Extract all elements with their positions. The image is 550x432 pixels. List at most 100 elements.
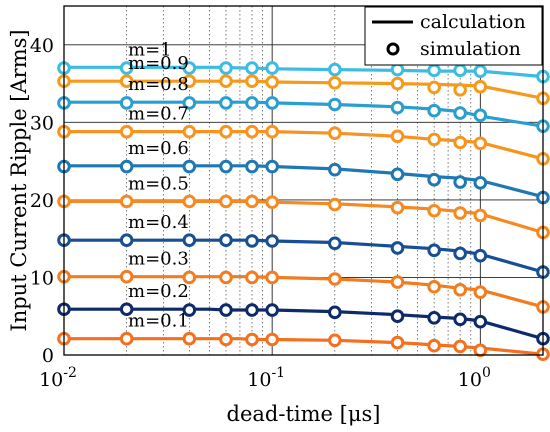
simulation-marker: [245, 270, 259, 285]
simulation-marker: [265, 124, 279, 139]
simulation-marker: [265, 234, 279, 248]
simulation-marker: [182, 331, 197, 346]
simulation-marker: [453, 283, 467, 297]
simulation-marker: [427, 80, 441, 95]
series: m=0.6: [57, 138, 550, 205]
series-label: m=0.6: [128, 138, 189, 159]
x-tick-label: 10-2: [39, 365, 77, 391]
simulation-marker: [182, 74, 197, 89]
simulation-marker: [182, 96, 197, 110]
simulation-marker: [390, 309, 405, 324]
legend-label: simulation: [420, 38, 521, 60]
simulation-marker: [328, 126, 342, 140]
simulation-marker: [427, 243, 441, 258]
simulation-marker: [390, 335, 405, 350]
simulation-marker: [119, 124, 134, 139]
y-axis-label: Input Current Ripple [Arms]: [7, 29, 31, 331]
simulation-marker: [328, 75, 342, 90]
simulation-marker: [265, 332, 279, 347]
simulation-marker: [245, 61, 259, 75]
simulation-marker: [427, 338, 441, 353]
simulation-marker: [427, 203, 441, 218]
series: m=0.7: [57, 104, 550, 166]
simulation-marker: [265, 195, 279, 210]
simulation-marker: [453, 206, 467, 220]
simulation-marker: [453, 339, 467, 354]
simulation-marker: [119, 96, 134, 110]
legend-marker-swatch: [386, 42, 400, 56]
y-tick-label: 40: [30, 35, 54, 57]
series-label: m=0.2: [128, 281, 189, 302]
simulation-marker: [265, 75, 279, 89]
simulation-marker: [453, 312, 467, 327]
x-tick-label: 100: [458, 365, 491, 391]
simulation-marker: [390, 241, 405, 255]
simulation-marker: [219, 194, 233, 209]
plot-frame: [63, 5, 544, 356]
series-label: m=0.4: [128, 212, 189, 233]
simulation-marker: [265, 303, 279, 317]
simulation-marker: [328, 62, 342, 77]
series-label: m=1: [128, 39, 172, 60]
simulation-marker: [245, 194, 259, 209]
simulation-marker: [219, 159, 233, 174]
simulation-marker: [119, 194, 134, 209]
simulation-marker: [328, 97, 342, 112]
ticks: 0 10 20 30 40 10-2 10-1 100: [30, 35, 491, 391]
legend-box: [364, 6, 543, 66]
simulation-marker: [473, 136, 488, 151]
simulation-marker: [245, 96, 259, 110]
simulation-marker: [182, 194, 197, 209]
series: m=0.2: [57, 281, 550, 346]
simulation-marker: [119, 159, 134, 174]
simulation-marker: [453, 246, 467, 261]
series: m=0.1: [57, 311, 550, 362]
simulation-marker: [119, 74, 134, 89]
simulation-marker: [328, 197, 342, 212]
simulation-marker: [182, 124, 197, 139]
simulation-marker: [473, 79, 488, 94]
simulation-marker: [182, 159, 197, 174]
simulation-marker: [119, 233, 134, 248]
series: m=0.4: [57, 212, 550, 279]
series-layer: m=1m=0.9m=0.8 m=0.7 m=0.6 m=0.5 m=0.4 m=0.3 m=…: [57, 39, 550, 362]
simulation-marker: [473, 314, 488, 329]
x-axis-label: dead-time [μs]: [227, 402, 381, 426]
y-tick-label: 0: [42, 345, 54, 367]
simulation-marker: [453, 106, 467, 120]
legend: calculation simulation: [364, 6, 543, 66]
simulation-marker: [328, 333, 342, 348]
simulation-marker: [182, 303, 197, 317]
simulation-marker: [390, 200, 405, 215]
simulation-marker: [245, 159, 259, 174]
simulation-marker: [219, 61, 233, 75]
simulation-marker: [265, 61, 279, 75]
simulation-marker: [390, 100, 405, 115]
simulation-marker: [265, 270, 279, 285]
simulation-marker: [265, 96, 279, 110]
simulation-marker: [473, 176, 488, 190]
simulation-marker: [473, 208, 488, 223]
simulation-marker: [453, 82, 467, 97]
simulation-marker: [328, 236, 342, 251]
simulation-marker: [219, 270, 233, 285]
simulation-marker: [219, 124, 233, 139]
simulation-marker: [265, 159, 279, 174]
simulation-marker: [119, 331, 134, 346]
simulation-marker: [182, 233, 197, 248]
simulation-marker: [219, 233, 233, 248]
simulation-marker: [219, 303, 233, 317]
simulation-marker: [245, 234, 259, 248]
simulation-marker: [219, 96, 233, 110]
simulation-marker: [473, 64, 488, 78]
x-tick-label: 10-1: [247, 365, 285, 391]
simulation-marker: [453, 135, 467, 150]
simulation-marker: [453, 175, 467, 189]
series-label: m=0.1: [128, 311, 189, 332]
legend-label: calculation: [420, 11, 526, 33]
series: m=1: [57, 39, 550, 84]
series-label: m=0.5: [128, 173, 189, 194]
simulation-marker: [390, 76, 405, 91]
y-tick-label: 30: [30, 112, 54, 134]
